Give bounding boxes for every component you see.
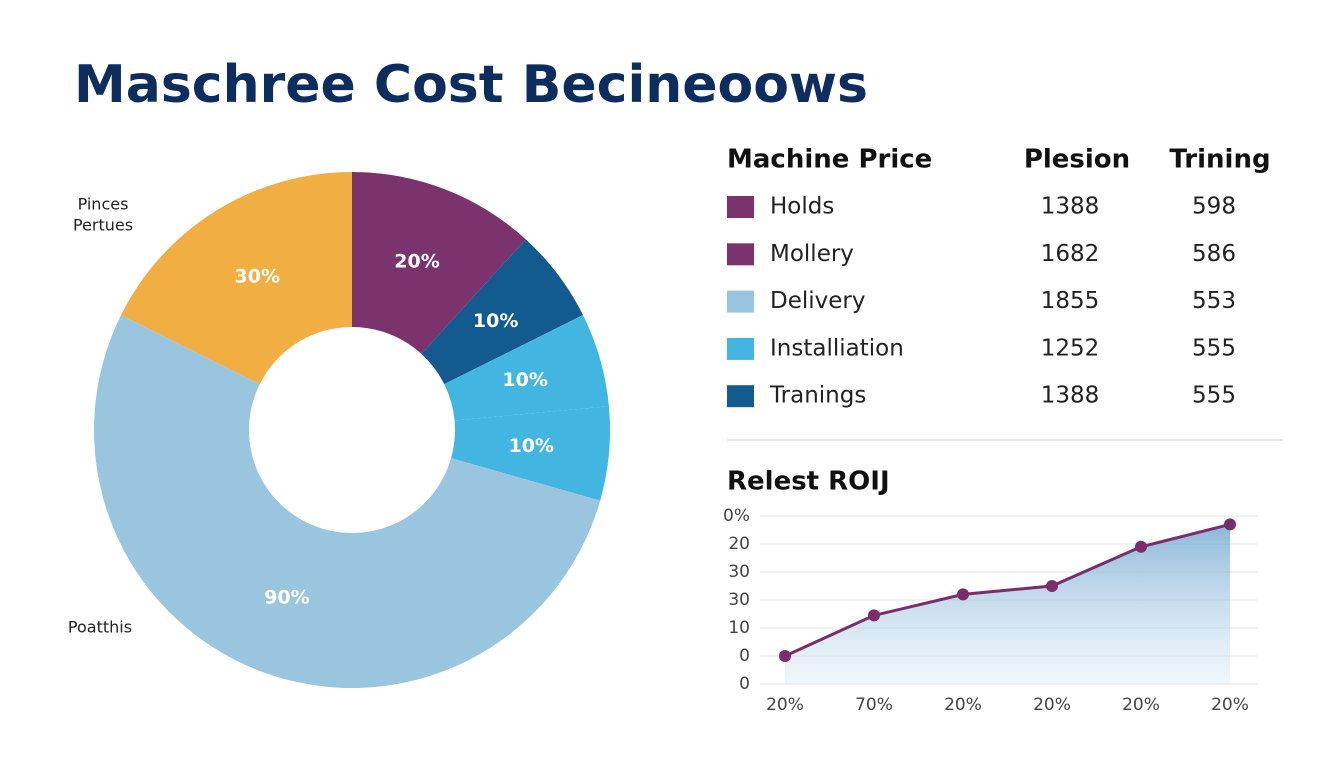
x-tick-label: 20% — [1033, 695, 1071, 715]
x-tick-label: 70% — [855, 695, 893, 715]
point — [1224, 518, 1236, 531]
y-tick-label: 0% — [723, 506, 750, 526]
point — [1135, 540, 1147, 553]
line-title: Relest ROIJ — [727, 467, 890, 497]
y-tick-label: 30 — [728, 562, 750, 582]
slice-label: 10% — [473, 310, 518, 332]
slice-label: 10% — [508, 435, 553, 457]
legend-swatch — [727, 196, 754, 218]
legend-swatch — [727, 385, 754, 408]
y-tick-label: 10 — [728, 618, 750, 638]
table-cell: 553 — [1192, 288, 1236, 314]
point — [957, 588, 969, 601]
pie-slice — [352, 172, 526, 354]
point — [779, 650, 791, 662]
point — [868, 609, 880, 622]
table-cell: 1682 — [1041, 241, 1100, 267]
y-tick-label: 0 — [739, 674, 750, 694]
table-cell: 555 — [1192, 383, 1236, 409]
table-cell: Mollery — [770, 241, 854, 267]
pie-slice — [451, 406, 610, 501]
area — [785, 524, 1230, 684]
table-header: Trining — [1169, 145, 1270, 175]
table-cell: Tranings — [769, 383, 866, 409]
table-cell: 1252 — [1041, 335, 1100, 361]
x-tick-label: 20% — [1211, 695, 1249, 715]
table-cell: 1388 — [1041, 194, 1100, 220]
y-tick-label: 0 — [739, 646, 750, 666]
slice-label: 20% — [394, 251, 439, 273]
table-header: Machine Price — [727, 145, 932, 175]
annotation: Pinces — [78, 195, 129, 214]
table-header: Plesion — [1024, 145, 1130, 175]
table-cell: 598 — [1192, 194, 1236, 220]
title: Maschree Cost Becineoows — [74, 55, 868, 115]
pie-slice — [121, 172, 352, 385]
pie-slice — [444, 314, 609, 421]
line — [784, 522, 1231, 658]
table-cell: 586 — [1192, 241, 1236, 267]
x-tick-label: 20% — [944, 695, 982, 715]
legend-swatch — [727, 337, 754, 360]
point — [1046, 580, 1058, 592]
table-cell: Installiation — [770, 335, 904, 361]
pie-slice — [421, 239, 583, 385]
table-cell: Delivery — [770, 288, 865, 314]
slice-label: 30% — [235, 265, 280, 287]
slice-label: 90% — [264, 586, 309, 608]
table-cell: Holds — [770, 194, 834, 220]
pie-slice — [93, 314, 601, 689]
slice-label: 10% — [502, 369, 547, 391]
table-cell: 1855 — [1041, 288, 1100, 314]
x-tick-label: 20% — [766, 695, 804, 715]
y-tick-label: 30 — [728, 590, 750, 610]
x-tick-label: 20% — [1122, 695, 1160, 715]
annotation: Poatthis — [68, 618, 132, 637]
legend-swatch — [727, 243, 754, 266]
table-cell: 1388 — [1041, 383, 1100, 409]
legend-swatch — [727, 290, 754, 313]
annotation: Pertues — [73, 216, 133, 235]
y-tick-label: 20 — [728, 534, 750, 554]
table-cell: 555 — [1192, 335, 1236, 361]
